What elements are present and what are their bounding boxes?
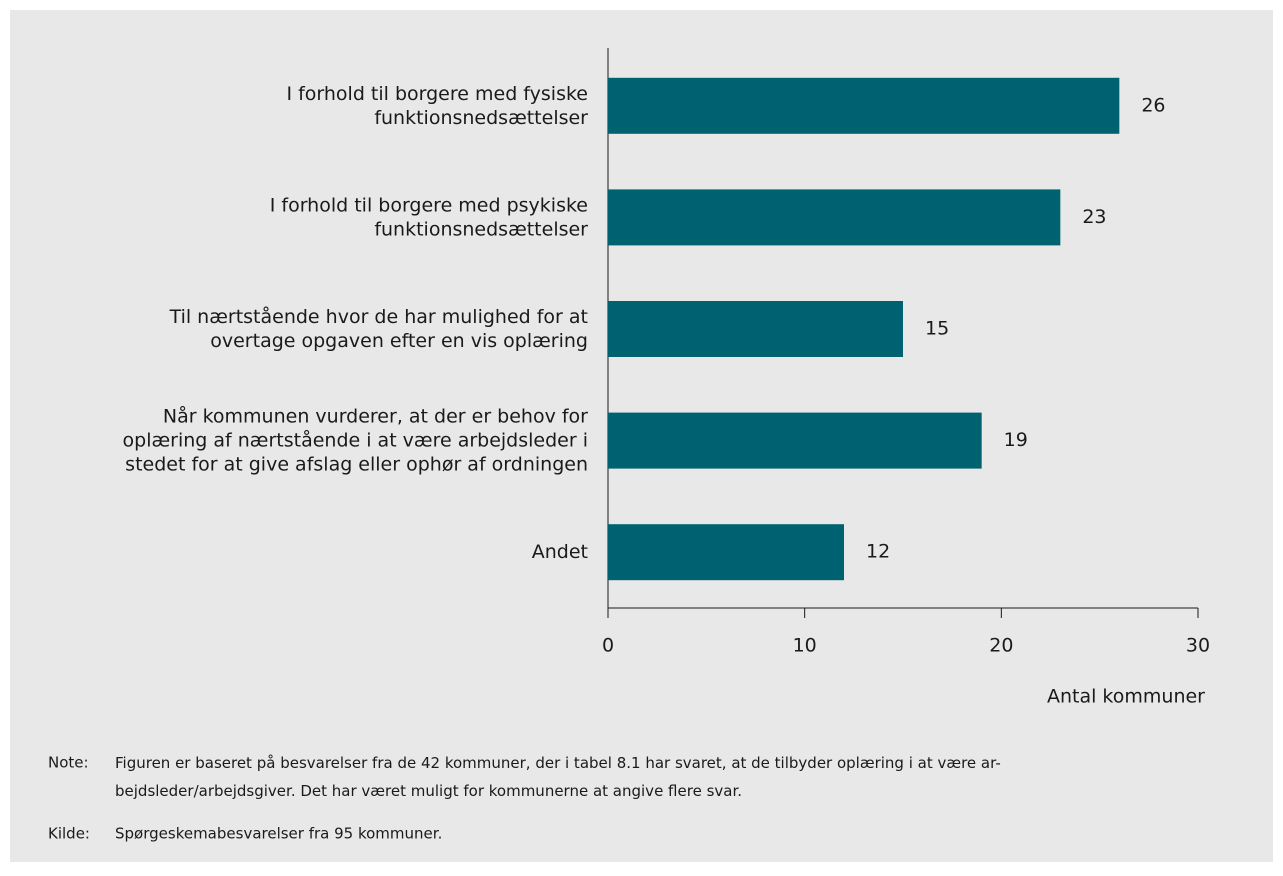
x-tick-label: 20 — [989, 635, 1013, 657]
y-tick-label: Til nærtstående hvor de har mulighed for… — [169, 305, 588, 352]
value-label: 19 — [1004, 429, 1028, 451]
value-label: 15 — [925, 318, 949, 340]
note-label: Note: — [48, 754, 89, 772]
bar — [608, 189, 1061, 246]
bar — [608, 412, 982, 469]
y-tick-label: Når kommunen vurderer, at der er behov f… — [123, 404, 589, 475]
bar — [608, 524, 844, 581]
x-tick-label: 30 — [1186, 635, 1210, 657]
bar — [608, 77, 1120, 134]
source-label: Kilde: — [48, 825, 90, 843]
x-tick-label: 10 — [793, 635, 817, 657]
x-axis-label: Antal kommuner — [1047, 686, 1205, 708]
value-label: 12 — [866, 541, 890, 563]
bar — [608, 301, 903, 357]
note: Figuren er baseret på besvarelser fra de… — [115, 754, 1001, 800]
value-label: 23 — [1082, 206, 1106, 228]
y-tick-label: I forhold til borgere med fysiske funktio… — [286, 82, 588, 128]
source: Spørgeskemabesvarelser fra 95 kommuner. — [115, 825, 442, 843]
y-tick-label: I forhold til borgere med psykiske funkti… — [270, 194, 588, 240]
x-tick-label: 0 — [602, 635, 614, 657]
y-tick-label: Andet — [532, 541, 588, 563]
value-label: 26 — [1141, 94, 1165, 116]
